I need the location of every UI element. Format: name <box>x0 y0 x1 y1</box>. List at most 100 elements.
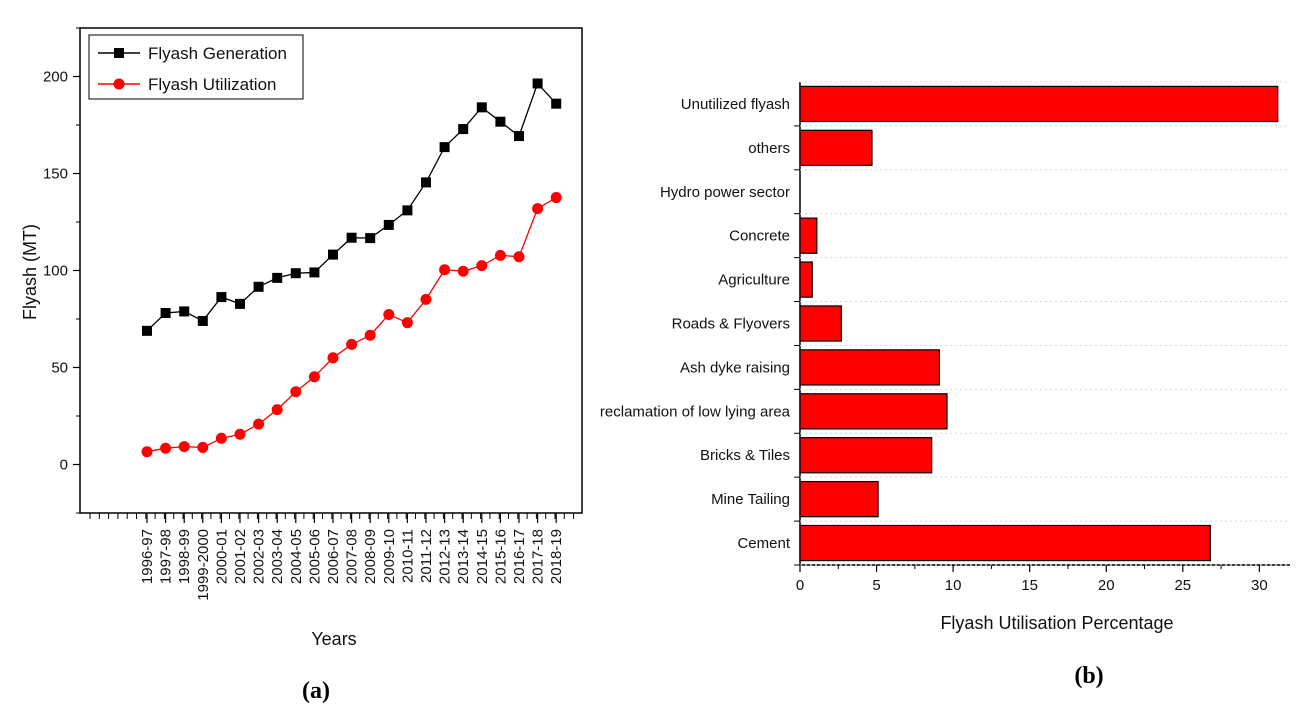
bar <box>799 480 879 518</box>
x-tick-label: 2005-06 <box>306 529 323 584</box>
series-group-a <box>141 78 562 458</box>
x-tick-label: 2018-19 <box>548 529 565 584</box>
bar <box>799 85 1279 123</box>
y-tick-label: 150 <box>43 166 68 183</box>
x-tick-label: 1997-98 <box>158 529 175 584</box>
x-tick-label: 2011-12 <box>418 529 435 583</box>
category-label: others <box>748 140 790 157</box>
generation-point <box>309 267 320 278</box>
x-tick-label: 5 <box>872 577 880 594</box>
bar <box>799 305 842 342</box>
utilization-point <box>401 317 413 329</box>
utilization-point <box>364 329 376 341</box>
x-axis-ticks-b: 0 5 10 15 20 25 30 <box>796 565 1268 594</box>
legend-a: Flyash Generation Flyash Utilization <box>88 34 304 100</box>
utilization-point <box>476 260 488 272</box>
utilization-point <box>178 441 190 453</box>
x-tick-label: 2010-11 <box>399 529 416 583</box>
utilization-point <box>234 428 246 440</box>
x-axis-label-a: Years <box>311 629 356 649</box>
generation-point <box>216 292 227 303</box>
x-tick-label: 30 <box>1251 577 1268 594</box>
generation-point <box>365 233 376 244</box>
x-tick-label: 2009-10 <box>381 529 398 584</box>
generation-point <box>495 116 506 127</box>
utilization-point <box>160 442 172 454</box>
category-label: reclamation of low lying area <box>600 403 791 420</box>
x-tick-label: 2017-18 <box>530 529 547 584</box>
x-tick-label: 2008-09 <box>362 529 379 584</box>
utilization-point <box>532 203 544 215</box>
category-label: Roads & Flyovers <box>672 316 790 333</box>
x-tick-label: 0 <box>796 577 804 594</box>
x-tick-label: 2002-03 <box>251 529 268 584</box>
generation-point <box>439 142 450 153</box>
category-label: Mine Tailing <box>711 491 790 508</box>
y-tick-label: 100 <box>43 263 68 280</box>
bar <box>799 524 1211 562</box>
x-tick-label: 1998-99 <box>176 529 193 584</box>
utilization-point <box>141 446 153 458</box>
generation-point <box>290 268 301 279</box>
x-tick-label: 1999-2000 <box>195 529 212 601</box>
y-tick-label: 50 <box>51 360 68 377</box>
x-tick-label: 2015-16 <box>492 529 509 584</box>
x-tick-label: 2004-05 <box>288 529 305 584</box>
generation-point <box>402 205 413 216</box>
utilization-point <box>215 432 227 444</box>
utilization-point <box>420 293 432 305</box>
grid-lines-b <box>800 81 1290 566</box>
x-tick-label: 2001-02 <box>232 529 249 584</box>
generation-point <box>551 98 562 109</box>
x-axis-label-b: Flyash Utilisation Percentage <box>940 613 1173 633</box>
utilization-point <box>550 192 562 204</box>
bars-b <box>799 85 1279 562</box>
generation-series-line <box>146 82 557 332</box>
panel-label-a: (a) <box>302 678 330 704</box>
generation-point <box>532 78 543 89</box>
bar <box>799 437 933 474</box>
generation-point <box>476 102 487 113</box>
utilization-point <box>346 338 358 350</box>
category-label: Agriculture <box>718 272 790 289</box>
legend-marker-utilization <box>113 78 125 90</box>
bar-chart-panel-b: Cement Mine Tailing Bricks & Tiles reclamat… <box>600 81 1290 689</box>
y-axis-ticks-a: 0 50 100 150 200 <box>43 27 80 514</box>
x-tick-label: 2007-08 <box>344 529 361 584</box>
x-tick-label: 2000-01 <box>213 529 230 584</box>
utilization-point <box>290 386 302 398</box>
generation-point <box>253 281 264 292</box>
x-tick-label: 20 <box>1098 577 1115 594</box>
generation-point <box>179 306 190 317</box>
x-tick-label: 2013-14 <box>455 529 472 584</box>
legend-box-a <box>88 34 304 100</box>
generation-point <box>383 219 394 230</box>
x-tick-label: 25 <box>1174 577 1191 594</box>
generation-point <box>142 325 152 336</box>
generation-point <box>421 177 431 188</box>
x-tick-label: 2016-17 <box>511 529 528 584</box>
generation-point <box>458 124 469 135</box>
category-label: Cement <box>737 535 790 552</box>
x-tick-label: 2014-15 <box>474 529 491 584</box>
legend-label-utilization: Flyash Utilization <box>148 75 277 94</box>
y-axis-label-a: Flyash (MT) <box>20 224 40 320</box>
x-tick-label: 2006-07 <box>325 529 342 584</box>
utilization-point <box>271 404 283 416</box>
panel-label-b: (b) <box>1074 663 1103 689</box>
bar <box>799 261 813 298</box>
x-tick-label: 10 <box>945 577 962 594</box>
x-tick-label: 15 <box>1021 577 1038 594</box>
x-axis-ticks-a: 1996-97 1997-98 1998-99 1999-2000 2000-01 200… <box>89 513 575 601</box>
utilization-point <box>308 371 320 383</box>
bar <box>799 217 818 254</box>
generation-point <box>346 232 357 243</box>
generation-point <box>197 315 208 326</box>
category-label: Bricks & Tiles <box>700 447 790 464</box>
y-tick-label: 200 <box>43 69 68 86</box>
utilization-point <box>253 418 265 430</box>
legend-marker-generation <box>114 48 124 58</box>
bar <box>799 393 948 430</box>
category-label: Unutilized flyash <box>681 96 790 113</box>
